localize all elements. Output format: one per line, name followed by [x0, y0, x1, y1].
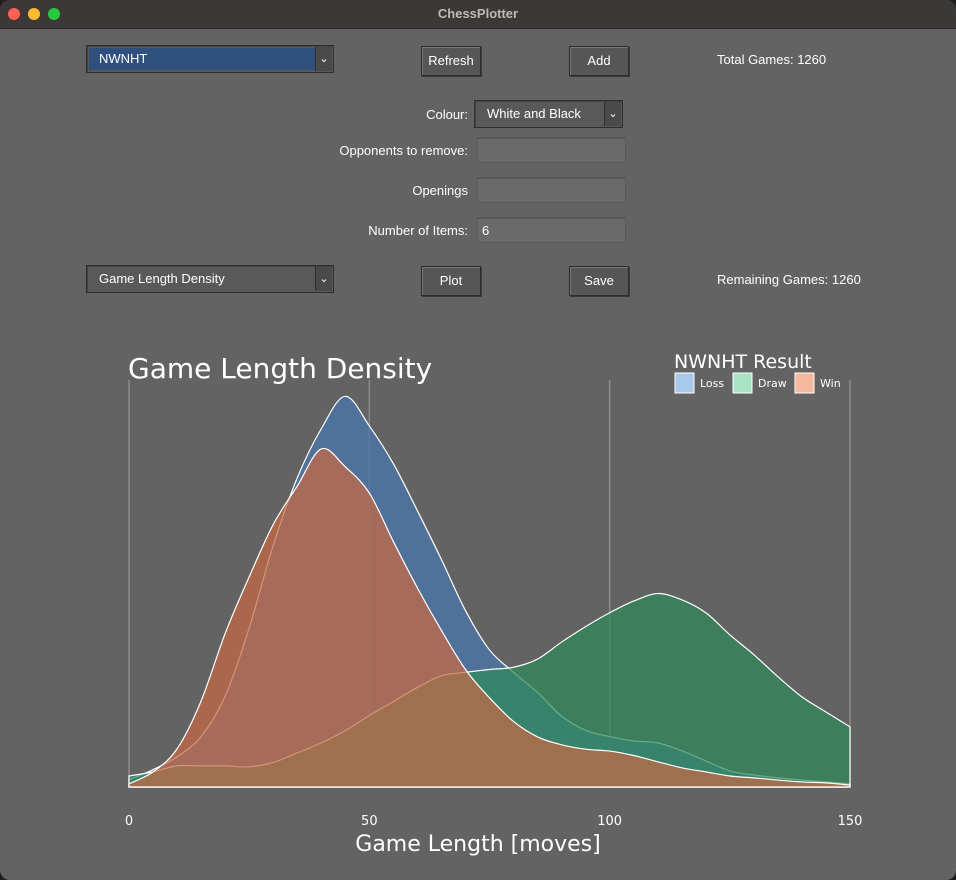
- colour-select-value: White and Black: [487, 106, 581, 121]
- items-field[interactable]: 6: [477, 217, 626, 243]
- openings-label: Openings: [412, 183, 468, 198]
- title-bar[interactable]: ChessPlotter: [0, 0, 956, 29]
- opponents-field[interactable]: [477, 137, 626, 163]
- x-axis-label: Game Length [moves]: [355, 832, 600, 857]
- chevron-down-icon[interactable]: ⌄: [315, 47, 332, 71]
- close-icon[interactable]: [8, 8, 20, 20]
- plot-type-select[interactable]: Game Length Density ⌄: [86, 265, 334, 293]
- add-button[interactable]: Add: [569, 46, 629, 76]
- zoom-icon[interactable]: [48, 8, 60, 20]
- player-select-value: NWNHT: [89, 48, 315, 70]
- legend-swatch-win: [794, 372, 815, 394]
- legend-swatch-draw: [732, 372, 753, 394]
- save-button[interactable]: Save: [569, 266, 629, 296]
- legend-title: NWNHT Result: [674, 351, 812, 373]
- x-tick-label: 0: [125, 814, 133, 829]
- remaining-games-label: Remaining Games: 1260: [717, 272, 861, 287]
- openings-field[interactable]: [477, 177, 626, 203]
- plot-button[interactable]: Plot: [421, 266, 481, 296]
- player-select[interactable]: NWNHT ⌄: [86, 45, 334, 73]
- chart-title: Game Length Density: [128, 352, 432, 385]
- plot-type-value: Game Length Density: [99, 271, 225, 286]
- items-label: Number of Items:: [368, 223, 468, 238]
- colour-label: Colour:: [426, 107, 468, 122]
- opponents-label: Opponents to remove:: [339, 143, 468, 158]
- minimize-icon[interactable]: [28, 8, 40, 20]
- x-tick-label: 50: [361, 814, 378, 829]
- x-tick-label: 150: [838, 814, 863, 829]
- total-games-label: Total Games: 1260: [717, 52, 827, 67]
- refresh-button[interactable]: Refresh: [421, 46, 481, 76]
- legend-label-draw: Draw: [758, 377, 787, 390]
- colour-select[interactable]: White and Black ⌄: [474, 100, 623, 128]
- legend-swatch-loss: [674, 372, 695, 394]
- x-tick-label: 100: [597, 814, 622, 829]
- window-title: ChessPlotter: [437, 6, 519, 21]
- chevron-down-icon[interactable]: ⌄: [315, 267, 332, 291]
- density-area-win: [128, 447, 851, 788]
- legend-label-loss: Loss: [700, 377, 724, 390]
- chevron-down-icon[interactable]: ⌄: [604, 102, 621, 126]
- legend-label-win: Win: [820, 377, 841, 390]
